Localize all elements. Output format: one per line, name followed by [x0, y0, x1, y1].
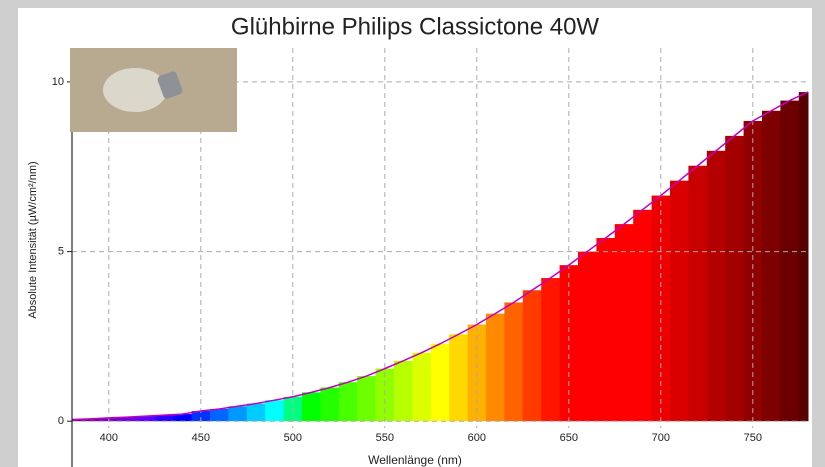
x-tick-label: 600 — [468, 432, 486, 444]
x-tick-label: 750 — [744, 432, 762, 444]
y-tick-label: 10 — [52, 76, 64, 88]
spectrum-bar — [762, 111, 781, 421]
spectrum-bar — [633, 210, 652, 421]
spectrum-bar — [799, 92, 809, 421]
page: Glühbirne Philips Classictone 40W Wellen… — [0, 0, 825, 467]
spectrum-bar — [357, 376, 376, 421]
x-tick-label: 400 — [100, 432, 118, 444]
y-tick-label: 5 — [58, 245, 64, 257]
spectrum-bar — [541, 278, 560, 421]
x-tick-label: 500 — [284, 432, 302, 444]
spectrum-bar — [707, 151, 726, 421]
spectrum-bar — [431, 344, 450, 421]
spectrum-bar — [247, 404, 266, 422]
spectrum-bar — [320, 388, 339, 422]
photo-inset — [70, 48, 237, 132]
x-tick-label: 700 — [652, 432, 670, 444]
x-tick-label: 450 — [192, 432, 210, 444]
x-tick-label: 550 — [376, 432, 394, 444]
chart: Glühbirne Philips Classictone 40W Wellen… — [0, 0, 825, 467]
spectrum-bar — [578, 252, 597, 422]
spectrum-bar — [228, 406, 247, 421]
chart-title: Glühbirne Philips Classictone 40W — [231, 13, 600, 40]
spectrum-bar — [394, 361, 413, 421]
spectrum-bar — [615, 224, 634, 421]
spectrum-bar — [486, 314, 505, 422]
spectrum-bar — [265, 400, 284, 421]
x-axis-label: Wellenlänge (nm) — [368, 453, 462, 467]
y-axis-label: Absolute Intensität (µW/cm²/nm) — [27, 161, 39, 318]
x-tick-label: 650 — [560, 432, 578, 444]
spectrum-bar — [670, 181, 689, 422]
spectrum-bar — [210, 409, 229, 421]
spectrum-bar — [560, 265, 579, 421]
spectrum-bar — [596, 238, 615, 421]
spectrum-bar — [339, 382, 358, 421]
spectrum-bar — [449, 334, 468, 421]
spectrum-bar — [302, 392, 321, 421]
spectrum-bar — [688, 166, 707, 421]
y-tick-label: 0 — [58, 415, 64, 427]
spectrum-bar — [725, 136, 744, 421]
spectrum-bar — [412, 353, 431, 422]
spectrum-bar — [504, 302, 523, 421]
spectrum-bar — [780, 101, 799, 422]
spectrum-bar — [523, 290, 542, 421]
bulb — [103, 68, 167, 112]
